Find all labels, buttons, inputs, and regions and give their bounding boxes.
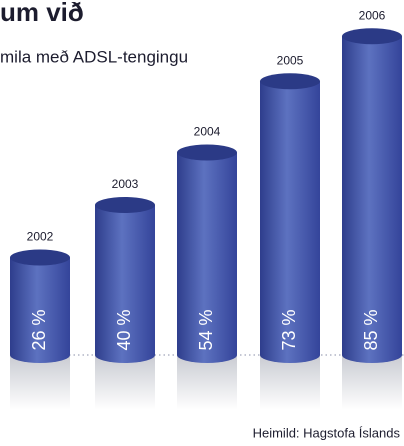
chart-subtitle: mila með ADSL-tengingu <box>0 47 188 66</box>
x-tick-label: 2002 <box>27 230 54 244</box>
value-label: 40 % <box>114 309 134 350</box>
bar-top <box>260 73 320 90</box>
bar-top <box>10 249 70 266</box>
chart-title: um við <box>0 0 84 27</box>
value-label: 85 % <box>361 309 381 350</box>
bar-top <box>95 197 155 213</box>
bar-top <box>342 28 402 45</box>
bar-reflection <box>342 355 402 410</box>
bar <box>10 257 70 363</box>
x-tick-label: 2004 <box>194 125 221 139</box>
value-label: 73 % <box>279 309 299 350</box>
bar-reflection <box>10 355 70 410</box>
bar <box>260 81 320 363</box>
value-label: 26 % <box>29 309 49 350</box>
bar-reflection <box>95 355 155 410</box>
x-tick-label: 2005 <box>277 53 304 67</box>
x-tick-label: 2003 <box>112 177 139 191</box>
bar-top <box>177 144 237 161</box>
bar-reflection <box>260 355 320 410</box>
bar <box>177 152 237 363</box>
x-tick-label: 2006 <box>359 8 386 22</box>
source: Heimild: Hagstofa Íslands <box>253 425 401 440</box>
value-label: 54 % <box>196 309 216 350</box>
bar-reflection <box>177 355 237 410</box>
bar <box>95 205 155 363</box>
bar <box>342 36 402 363</box>
